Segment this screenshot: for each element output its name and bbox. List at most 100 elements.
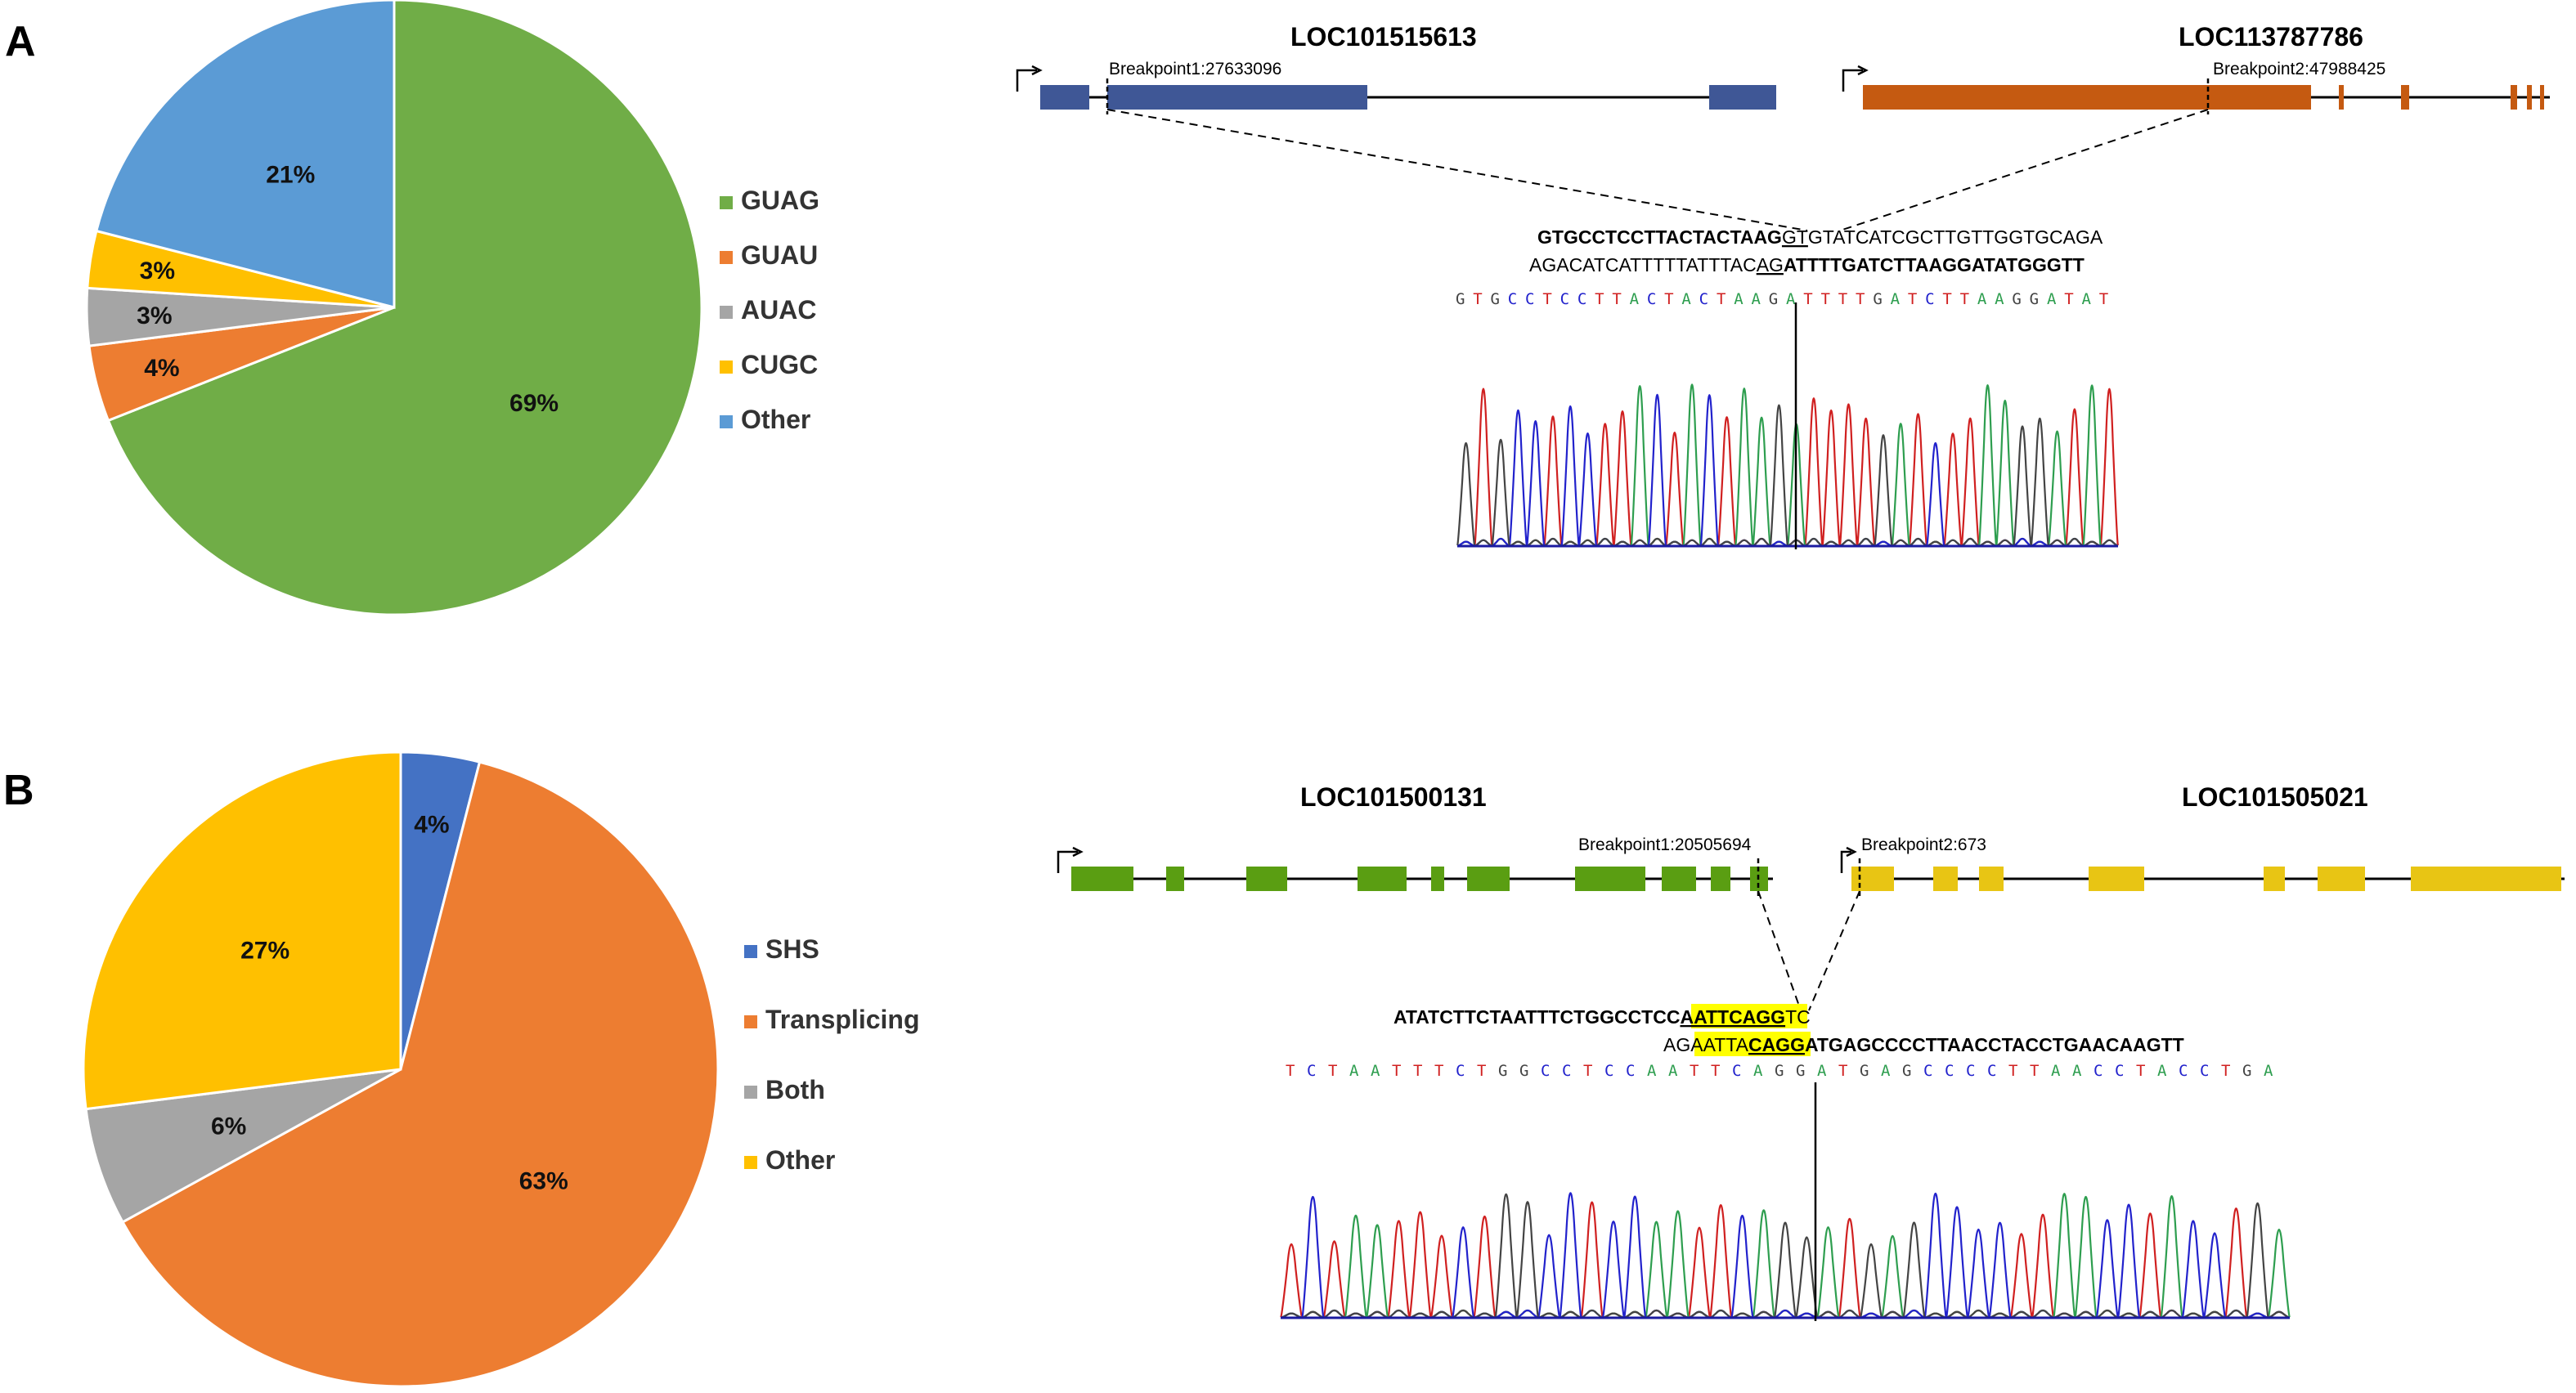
read-base: A — [1891, 290, 1901, 308]
read-base: A — [1817, 1062, 1827, 1080]
pie-label: 3% — [137, 302, 172, 329]
panel-label-a: A — [5, 18, 36, 65]
legend-label: Both — [765, 1075, 825, 1104]
exon — [2411, 867, 2561, 891]
chromatogram-a — [1456, 383, 2120, 548]
legend-label: SHS — [765, 934, 819, 964]
pie-label: 21% — [266, 162, 315, 189]
exon — [1431, 867, 1444, 891]
exon — [2401, 85, 2409, 110]
read-base: A — [1786, 290, 1796, 308]
exon — [1107, 85, 1367, 110]
read-base: A — [2072, 1062, 2082, 1080]
legend-label: Other — [741, 405, 810, 434]
read-base: G — [1775, 1062, 1784, 1080]
read-base: T — [1477, 1062, 1486, 1080]
fusion-diagram-b: LOC101500131 LOC101505021 Breakpoint1:20… — [1057, 782, 2565, 1321]
exon — [1575, 867, 1645, 891]
legend-label: GUAG — [741, 186, 819, 215]
read-base: T — [1960, 290, 1969, 308]
read-base: C — [1604, 1062, 1613, 1080]
read-base: T — [1542, 290, 1551, 308]
gene-b2-track: Breakpoint2:673 — [1840, 835, 2565, 896]
legend-label: GUAU — [741, 240, 818, 270]
read-base: A — [1647, 1062, 1657, 1080]
read-base: A — [1630, 290, 1640, 308]
tss-arrow-icon — [1842, 69, 1863, 92]
read-base: A — [2081, 290, 2091, 308]
sequence-line-a2: AGACATCATTTTTATTTACAGATTTTGATCTTAAGGATAT… — [1529, 254, 2085, 275]
legend-label: Transplicing — [765, 1005, 919, 1034]
read-base: T — [1612, 290, 1621, 308]
read-base: T — [1856, 290, 1865, 308]
read-base: A — [1977, 290, 1987, 308]
read-base: A — [2264, 1062, 2273, 1080]
exon — [2264, 867, 2285, 891]
pie-label: 4% — [414, 812, 449, 839]
gene-name-b2: LOC101505021 — [2182, 782, 2368, 812]
read-base: C — [1945, 1062, 1954, 1080]
legend-b: SHS Transplicing Both Other — [744, 934, 919, 1175]
read-base: A — [2157, 1062, 2167, 1080]
trace-a — [1280, 1193, 2291, 1319]
legend-swatch — [744, 945, 757, 958]
read-base: T — [1908, 290, 1917, 308]
read-base: A — [1349, 1062, 1359, 1080]
pie-label: 27% — [240, 938, 289, 965]
read-base: A — [1753, 1062, 1763, 1080]
read-base: T — [1664, 290, 1673, 308]
exon — [1040, 85, 1089, 110]
pie-slice-other — [94, 0, 396, 309]
read-base: A — [2047, 290, 2057, 308]
read-base: C — [2200, 1062, 2209, 1080]
exon — [1933, 867, 1958, 891]
pie-chart-a: 69% 4% 3% 3% 21% — [85, 0, 703, 616]
read-base: T — [1286, 1062, 1295, 1080]
read-base: A — [2051, 1062, 2061, 1080]
pie-label: 69% — [509, 390, 559, 417]
read-base: A — [1995, 290, 2004, 308]
read-base: A — [1371, 1062, 1380, 1080]
read-base: T — [2030, 1062, 2039, 1080]
read-base: C — [1626, 1062, 1635, 1080]
read-base: C — [2179, 1062, 2188, 1080]
exon — [1709, 85, 1776, 110]
legend-swatch — [720, 361, 733, 374]
read-base: T — [1413, 1062, 1422, 1080]
pie-label: 63% — [519, 1168, 568, 1195]
exon — [1863, 85, 2311, 110]
legend-a: GUAG GUAU AUAC CUGC Other — [720, 186, 819, 434]
pie-slice-transplicing — [120, 760, 720, 1388]
read-base: T — [1434, 1062, 1443, 1080]
trace-c — [1280, 1192, 2291, 1319]
read-base: C — [1508, 290, 1517, 308]
legend-swatch — [744, 1156, 757, 1169]
read-base: G — [2030, 290, 2039, 308]
gene-name-a1: LOC101515613 — [1290, 22, 1477, 52]
panel-label-b: B — [3, 767, 34, 814]
sequence-line-b1: ATATCTTCTAATTTCTGGCCTCCAATTCAGGTC — [1393, 1006, 1811, 1028]
read-base: T — [2099, 290, 2108, 308]
gene-a1-track: Breakpoint1:27633096 — [1016, 60, 1776, 114]
read-base: A — [1734, 290, 1744, 308]
read-base: G — [1860, 1062, 1869, 1080]
gene-name-a2: LOC113787786 — [2179, 22, 2363, 52]
read-base: A — [1681, 290, 1691, 308]
read-base: G — [1498, 1062, 1507, 1080]
read-base: C — [1699, 290, 1708, 308]
read-base: T — [1711, 1062, 1720, 1080]
exon — [1358, 867, 1407, 891]
tss-arrow-icon — [1840, 850, 1851, 873]
read-base: T — [1803, 290, 1812, 308]
exon — [1851, 867, 1894, 891]
exon — [2540, 85, 2544, 110]
read-base: G — [2242, 1062, 2251, 1080]
legend-swatch — [720, 251, 733, 264]
read-base: T — [2008, 1062, 2017, 1080]
read-base: C — [1525, 290, 1534, 308]
read-base: T — [1717, 290, 1726, 308]
sequence-line-b2: AGAATTACAGGATGAGCCCCTTAACCTACCTGAACAAGTT — [1663, 1034, 2184, 1055]
read-base: C — [1577, 290, 1586, 308]
